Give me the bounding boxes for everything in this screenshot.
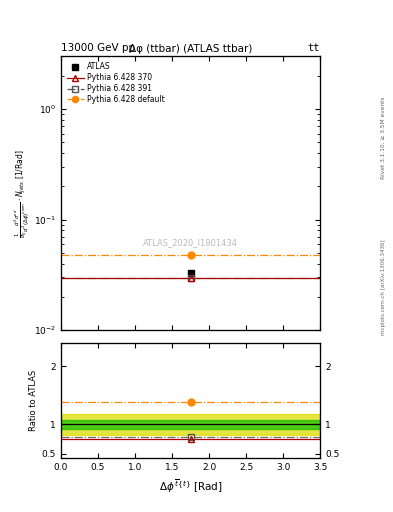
Text: ATLAS_2020_I1801434: ATLAS_2020_I1801434 (143, 238, 238, 247)
Text: tt: tt (308, 42, 320, 53)
Title: Δφ (ttbar) (ATLAS ttbar): Δφ (ttbar) (ATLAS ttbar) (129, 44, 252, 54)
Bar (61, 420, 320, 429)
Legend: ATLAS, Pythia 6.428 370, Pythia 6.428 391, Pythia 6.428 default: ATLAS, Pythia 6.428 370, Pythia 6.428 39… (65, 60, 167, 106)
Text: Rivet 3.1.10, ≥ 3.5M events: Rivet 3.1.10, ≥ 3.5M events (381, 97, 386, 180)
Y-axis label: $\frac{1}{\sigma_0}\frac{d^2\sigma^{nd}}{d^2(\Delta\phi)^{norm}}\cdot N_{jets}$ : $\frac{1}{\sigma_0}\frac{d^2\sigma^{nd}}… (12, 149, 31, 238)
Text: 13000 GeV pp: 13000 GeV pp (61, 42, 135, 53)
Bar (61, 414, 320, 435)
Text: mcplots.cern.ch [arXiv:1306.3436]: mcplots.cern.ch [arXiv:1306.3436] (381, 239, 386, 334)
X-axis label: $\Delta\phi^{\,\overline{t}\{t\}}$ [Rad]: $\Delta\phi^{\,\overline{t}\{t\}}$ [Rad] (159, 478, 222, 495)
Y-axis label: Ratio to ATLAS: Ratio to ATLAS (29, 370, 37, 431)
